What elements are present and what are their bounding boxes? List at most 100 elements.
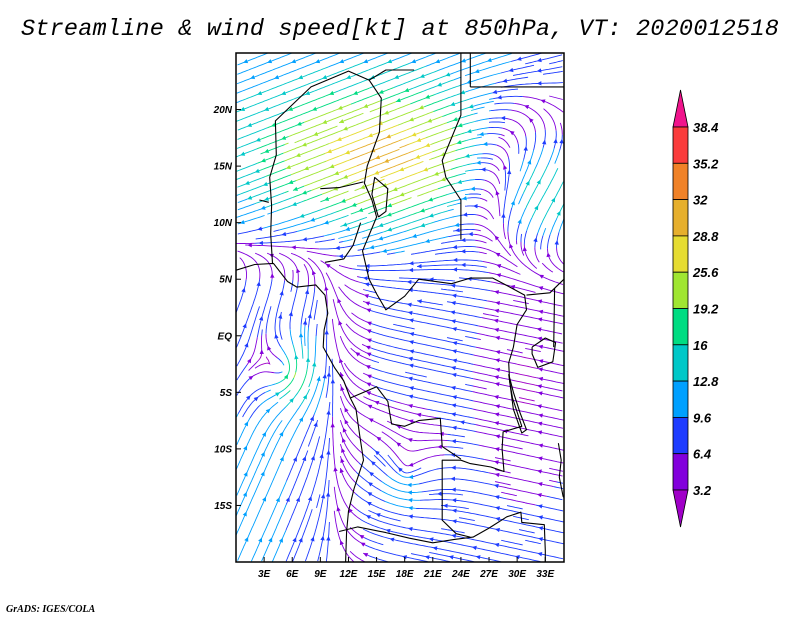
streamline-arrow [370, 461, 376, 466]
streamline [279, 392, 288, 400]
streamline [290, 279, 294, 292]
streamline [395, 91, 423, 103]
streamline-arrow [243, 471, 248, 477]
streamline [537, 222, 543, 234]
streamline-arrow [243, 445, 248, 451]
streamline-arrow [480, 167, 486, 172]
streamline [365, 150, 415, 171]
streamline [339, 407, 373, 449]
streamline [364, 537, 384, 546]
streamline [364, 289, 377, 294]
streamline-arrow [494, 235, 500, 241]
colorbar-max-arrow [672, 89, 689, 128]
streamline-arrow [537, 384, 542, 389]
streamline-arrow [428, 213, 434, 218]
streamline-arrow [476, 160, 481, 165]
streamline [293, 372, 297, 379]
streamline [237, 385, 269, 414]
streamline [424, 99, 444, 108]
streamline [339, 335, 372, 369]
streamline [516, 363, 537, 369]
streamline-arrow [367, 404, 373, 409]
streamline-arrow [427, 118, 433, 123]
streamline-arrow [533, 237, 538, 243]
streamline-arrow [451, 465, 456, 470]
streamline [549, 95, 563, 100]
streamline-arrow [311, 270, 317, 276]
streamline [475, 424, 529, 437]
streamline-arrow [452, 257, 458, 263]
streamline [267, 383, 276, 387]
streamline-arrow [424, 555, 430, 560]
streamline-arrow [407, 403, 413, 409]
colorbar-label: 9.6 [693, 410, 712, 425]
streamline [307, 257, 328, 308]
streamline [314, 238, 335, 243]
streamline-arrow [516, 56, 522, 61]
streamline [281, 361, 285, 366]
streamline [266, 197, 293, 208]
streamline [526, 217, 533, 231]
streamline [339, 371, 443, 427]
streamline-arrow [494, 447, 500, 452]
streamline-arrow [365, 365, 371, 370]
coastline-border [235, 262, 365, 563]
streamline [468, 168, 480, 172]
coastline-border [508, 374, 528, 434]
streamline [481, 157, 494, 160]
streamline-arrow [460, 262, 466, 268]
streamline-arrow [486, 57, 492, 63]
streamline [323, 201, 343, 209]
streamline [350, 87, 394, 105]
streamline-arrow [333, 466, 338, 472]
streamline-arrow [274, 333, 279, 339]
streamline-arrow [497, 95, 502, 100]
streamline [261, 504, 287, 562]
streamline [286, 414, 315, 481]
streamline [500, 64, 535, 74]
streamline [502, 157, 510, 224]
colorbar-label: 19.2 [693, 302, 719, 317]
streamline-arrow [408, 261, 414, 266]
streamline-arrow [462, 196, 467, 201]
streamline [532, 358, 564, 367]
streamline [418, 478, 496, 486]
streamline [372, 376, 474, 402]
streamline-arrow [408, 363, 414, 368]
streamline-arrow [337, 105, 343, 110]
streamline-arrow [353, 90, 359, 95]
streamline-arrow [298, 332, 304, 338]
streamline [265, 389, 271, 393]
streamline-arrow [366, 338, 372, 343]
streamline-arrow [419, 208, 425, 213]
streamline [248, 360, 259, 371]
streamline [362, 528, 502, 563]
streamline [368, 205, 390, 215]
streamline [339, 383, 448, 442]
streamline-arrow [450, 283, 456, 288]
streamline [292, 344, 297, 357]
streamline [349, 502, 358, 511]
streamline-arrow [408, 287, 413, 293]
streamline-arrow [450, 476, 455, 482]
streamline-arrow [336, 136, 342, 142]
streamline-arrow [538, 344, 544, 350]
streamline-arrow [409, 332, 415, 337]
streamline-arrow [411, 59, 417, 64]
streamline [280, 346, 287, 356]
streamline-arrow [360, 184, 366, 189]
streamline-arrow [341, 447, 346, 453]
streamline-arrow [383, 110, 389, 115]
streamline [301, 344, 304, 359]
streamline-arrow [247, 122, 253, 127]
streamline [475, 431, 564, 451]
streamline-arrow [407, 376, 413, 381]
streamline [307, 327, 309, 350]
streamline-arrow [326, 410, 331, 415]
streamline-arrow [450, 319, 456, 324]
streamline [280, 371, 283, 374]
streamline-arrow [294, 354, 299, 360]
streamline-arrow [359, 534, 365, 540]
streamline [472, 153, 483, 156]
streamline [359, 276, 491, 292]
